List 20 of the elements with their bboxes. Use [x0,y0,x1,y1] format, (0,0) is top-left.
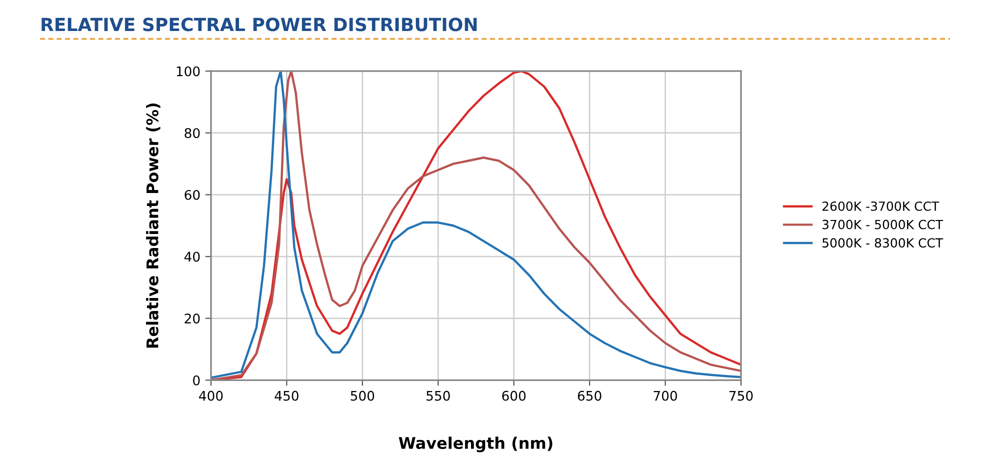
y-tick-label: 0 [193,375,200,386]
y-tick-label: 80 [184,128,200,138]
legend-label: 3700K - 5000K CCT [822,220,944,230]
legend-label: 2600K -3700K CCT [822,201,940,211]
legend-label: 5000K - 8300K CCT [822,238,944,248]
x-tick-label: 650 [578,390,602,401]
x-tick-label: 600 [502,390,526,401]
x-tick-label: 550 [426,390,450,401]
x-tick-label: 450 [274,390,298,401]
chart-title: RELATIVE SPECTRAL POWER DISTRIBUTION [42,18,477,32]
y-tick-label: 40 [184,252,200,262]
x-tick-label: 400 [199,390,223,401]
y-axis-title: Relative Radiant Power (%) [146,104,160,348]
x-axis-title: Wavelength (nm) [398,436,552,452]
y-tick-label: 100 [176,66,200,76]
y-tick-label: 60 [184,190,200,200]
x-tick-label: 500 [350,390,374,401]
x-tick-label: 700 [654,390,677,401]
x-tick-label: 750 [729,390,753,401]
y-tick-label: 20 [184,314,200,324]
